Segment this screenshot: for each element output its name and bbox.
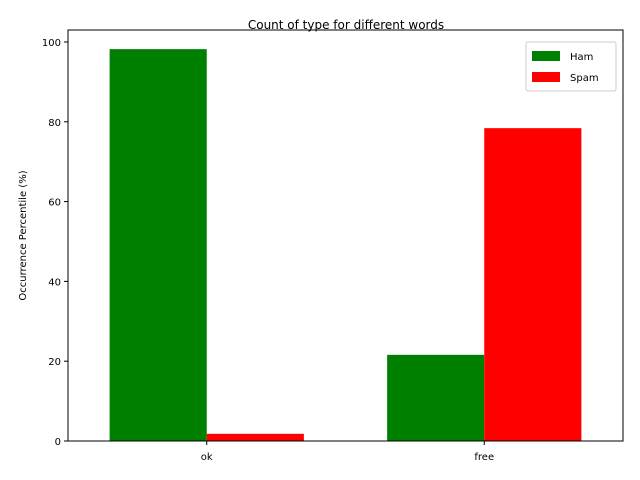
legend-swatch-ham [532, 51, 560, 61]
bar-ham-free [387, 354, 485, 441]
y-axis-label: Occurrence Percentile (%) [18, 170, 29, 300]
bar-spam-ok [206, 433, 304, 441]
y-axis: 0 20 40 60 80 100 [42, 38, 68, 448]
chart-title: Count of type for different words [248, 18, 444, 32]
x-axis: ok free [201, 441, 494, 463]
x-tick-label: free [474, 452, 494, 463]
bar-ham-ok [109, 49, 207, 442]
y-tick-label: 100 [42, 38, 61, 49]
legend-label-ham: Ham [570, 52, 593, 63]
x-tick-label: ok [201, 452, 213, 463]
bars-group [109, 49, 582, 442]
y-tick-label: 0 [55, 437, 61, 448]
bar-spam-free [484, 128, 582, 441]
legend-label-spam: Spam [570, 73, 599, 84]
y-tick-label: 80 [48, 118, 61, 129]
legend: Ham Spam [525, 41, 617, 92]
y-tick-label: 40 [48, 277, 61, 288]
y-tick-label: 20 [48, 357, 61, 368]
legend-swatch-spam [532, 72, 560, 82]
y-tick-label: 60 [48, 198, 61, 209]
plot-frame [67, 29, 624, 442]
